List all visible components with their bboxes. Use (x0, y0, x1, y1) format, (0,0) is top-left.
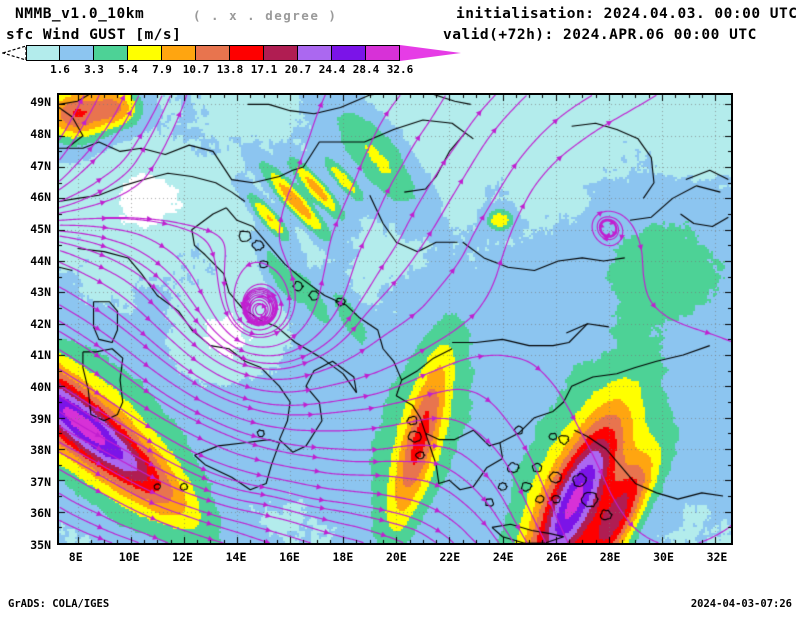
colorbar-tick-0: 1.6 (50, 63, 70, 76)
colorbar-swatch-3 (128, 45, 162, 61)
generation-timestamp-label: 2024-04-03-07:26 (690, 598, 792, 610)
colorbar-swatch-1 (60, 45, 94, 61)
lat-tick-35N: 35N (30, 538, 51, 552)
lat-tick-40N: 40N (30, 379, 51, 394)
lon-tick-28E: 28E (599, 550, 621, 564)
map-frame (57, 93, 733, 545)
lon-tick-24E: 24E (492, 550, 514, 564)
software-credit-label: GrADS: COLA/IGES (8, 598, 110, 610)
lon-tick-32E: 32E (706, 550, 728, 564)
colorbar-tick-1: 3.3 (84, 63, 104, 76)
lon-tick-26E: 26E (546, 550, 568, 564)
lon-tick-30E: 30E (653, 550, 674, 564)
lat-tick-48N: 48N (30, 127, 51, 142)
lat-tick-43N: 43N (30, 285, 51, 300)
wind-gust-field-canvas (59, 95, 731, 543)
lon-tick-10E: 10E (118, 550, 140, 564)
lat-tick-39N: 39N (30, 411, 51, 426)
lon-tick-8E: 8E (68, 550, 83, 564)
initialisation-time-label: initialisation: 2024.04.03. 00:00 UTC (456, 6, 798, 22)
lat-tick-38N: 38N (30, 443, 51, 458)
colorbar-tick-4: 10.7 (182, 63, 210, 76)
footer: GrADS: COLA/IGES 2024-04-03-07:26 (0, 596, 800, 618)
colorbar-swatch-9 (332, 45, 366, 61)
lon-tick-14E: 14E (225, 550, 247, 564)
lon-tick-22E: 22E (439, 550, 461, 564)
lat-tick-47N: 47N (30, 158, 51, 173)
lon-tick-16E: 16E (279, 550, 300, 564)
colorbar-tick-10: 32.6 (386, 63, 414, 76)
colorbar-swatch-6 (230, 45, 264, 61)
lon-tick-20E: 20E (385, 550, 407, 564)
colorbar-tick-7: 20.7 (284, 63, 312, 76)
colorbar-swatches (26, 45, 400, 61)
lat-tick-37N: 37N (30, 474, 51, 489)
map-plot-area (57, 93, 733, 545)
colorbar-frame-top (26, 45, 400, 46)
valid-time-label: valid(+72h): 2024.APR.06 00:00 UTC (443, 27, 757, 43)
model-name-label: NMMB_v1.0_10km (15, 6, 145, 22)
lon-tick-12E: 12E (172, 550, 193, 564)
lon-tick-18E: 18E (332, 550, 354, 564)
colorbar-swatch-7 (264, 45, 298, 61)
lat-tick-46N: 46N (30, 190, 51, 205)
colorbar-swatch-10 (366, 45, 400, 61)
colorbar-swatch-5 (196, 45, 230, 61)
header: NMMB_v1.0_10km ( . x . degree ) sfc Wind… (0, 0, 800, 86)
lat-tick-41N: 41N (30, 348, 51, 363)
colorbar-swatch-0 (26, 45, 60, 61)
lat-tick-36N: 36N (30, 506, 51, 521)
colorbar: 1.6 3.3 5.4 7.9 10.7 13.8 17.1 20.7 24.4 28.4 32.6 (0, 44, 470, 82)
colorbar-tick-8: 24.4 (318, 63, 346, 76)
colorbar-over-arrow-icon (400, 45, 461, 61)
colorbar-tick-9: 28.4 (352, 63, 380, 76)
colorbar-under-arrow-icon (2, 45, 27, 61)
lat-tick-49N: 49N (30, 95, 51, 110)
colorbar-swatch-2 (94, 45, 128, 61)
colorbar-tick-2: 5.4 (118, 63, 138, 76)
lat-tick-45N: 45N (30, 221, 51, 236)
variable-name-label: sfc Wind GUST [m/s] (6, 27, 182, 43)
colorbar-frame-bottom (26, 60, 400, 61)
colorbar-swatch-8 (298, 45, 332, 61)
colorbar-tick-labels: 1.6 3.3 5.4 7.9 10.7 13.8 17.1 20.7 24.4 28.4 32.6 (0, 63, 470, 79)
colorbar-tick-5: 13.8 (216, 63, 244, 76)
colorbar-swatch-4 (162, 45, 196, 61)
grid-resolution-note: ( . x . degree ) (193, 8, 338, 23)
colorbar-tick-6: 17.1 (250, 63, 278, 76)
lat-tick-44N: 44N (30, 253, 51, 268)
lat-tick-42N: 42N (30, 316, 51, 331)
colorbar-tick-3: 7.9 (152, 63, 172, 76)
